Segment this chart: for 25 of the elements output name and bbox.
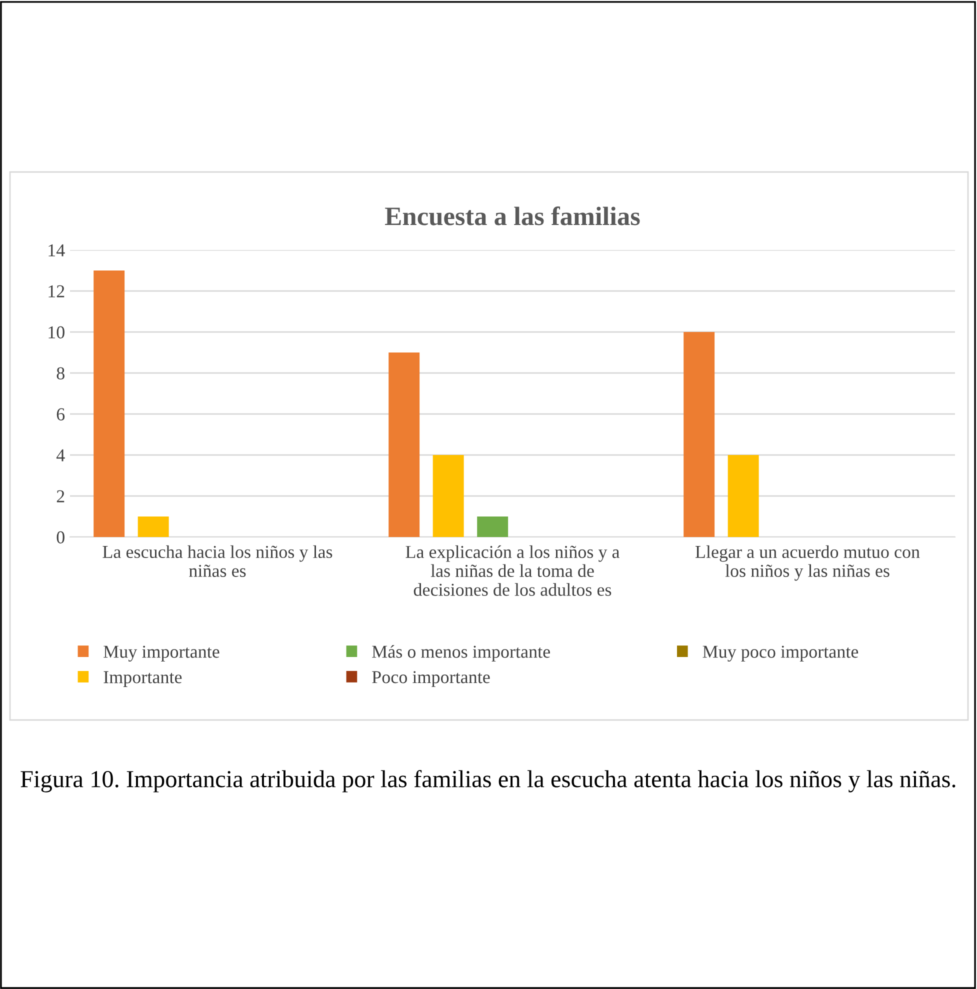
y-tick-label: 0 bbox=[56, 531, 64, 544]
y-tick-label: 10 bbox=[48, 326, 64, 338]
y-tick-label: 2 bbox=[56, 490, 64, 502]
bar bbox=[477, 516, 508, 537]
legend-label: Muy importante bbox=[104, 646, 220, 662]
legend-label: Muy poco importante bbox=[702, 646, 858, 662]
bar bbox=[388, 352, 420, 537]
legend-label: Más o menos importante bbox=[372, 645, 550, 662]
bar bbox=[728, 455, 759, 537]
y-tick-label: 8 bbox=[56, 367, 64, 380]
y-tick-label: 4 bbox=[56, 449, 65, 462]
legend-label: Importante bbox=[104, 671, 182, 687]
y-tick-label: 14 bbox=[48, 244, 65, 256]
y-tick-label: 6 bbox=[56, 408, 65, 420]
x-tick-label: La explicación a los niños y a las niñas de la toma de decisiones de los adultos es bbox=[406, 545, 620, 596]
text: Figura 10. Importancia atribuida por las familias en la escucha atenta hacia los niños y las niñas. bbox=[20, 770, 956, 792]
y-tick-label: 12 bbox=[48, 285, 64, 298]
chart-title: Encuesta a las familias bbox=[385, 206, 640, 226]
legend-label: Poco importante bbox=[372, 671, 490, 687]
bar bbox=[94, 270, 125, 537]
bar bbox=[138, 516, 169, 537]
x-tick-label: La escucha hacia los niños y las niñas es bbox=[102, 545, 332, 577]
bar bbox=[684, 332, 715, 537]
bar bbox=[432, 455, 464, 537]
x-tick-label: Llegar a un acuerdo mutuo con los niños y las niñas es bbox=[695, 545, 920, 581]
